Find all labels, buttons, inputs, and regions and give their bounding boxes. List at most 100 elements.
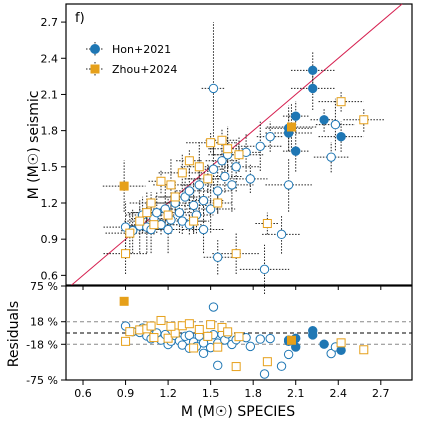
legend-hon-label: Hon+2021 — [112, 43, 171, 56]
residual-point-hon — [184, 330, 195, 341]
data-point-hon — [326, 152, 336, 162]
residual-point-zhou — [359, 345, 369, 355]
data-point-hon — [231, 162, 241, 172]
x-axis-label: M (M☉) SPECIES — [181, 404, 295, 420]
legend-zhou-label: Zhou+2024 — [112, 63, 177, 76]
y-tick-label-top: 2.7 — [41, 16, 59, 29]
data-point-zhou — [156, 176, 166, 186]
x-tick-label: 2.7 — [372, 387, 390, 400]
residual-point-hon — [283, 349, 294, 360]
legend-zhou-marker — [90, 64, 100, 74]
data-point-zhou — [121, 249, 131, 259]
residual-point-hon — [319, 339, 329, 349]
residual-point-hon — [255, 334, 265, 344]
residual-point-hon — [213, 360, 223, 371]
residual-point-zhou — [184, 319, 194, 329]
y-tick-label-bottom: -75 % — [26, 374, 58, 387]
data-point-zhou — [142, 208, 152, 218]
data-point-zhou — [286, 122, 296, 132]
residual-point-zhou — [286, 335, 296, 345]
residual-point-zhou — [166, 321, 176, 331]
data-point-hon — [152, 207, 162, 218]
residual-point-hon — [276, 361, 287, 371]
data-point-hon — [319, 115, 329, 125]
data-point-hon — [208, 83, 219, 94]
data-point-zhou — [194, 162, 204, 172]
data-point-hon — [308, 65, 318, 76]
x-tick-label: 1.2 — [159, 387, 177, 400]
data-point-hon — [291, 111, 301, 121]
data-point-hon — [184, 186, 195, 196]
y-tick-label-bottom: 75 % — [30, 280, 58, 293]
data-point-zhou — [125, 228, 135, 238]
residual-point-zhou — [234, 332, 244, 342]
residual-point-zhou — [156, 315, 166, 325]
residual-point-zhou — [206, 320, 216, 330]
data-point-hon — [213, 252, 223, 262]
data-point-zhou — [189, 216, 199, 226]
data-point-zhou — [359, 115, 369, 125]
residual-point-zhou — [231, 362, 241, 372]
residual-point-hon — [336, 345, 346, 356]
data-point-zhou — [135, 216, 145, 226]
data-point-hon — [205, 204, 216, 214]
data-point-hon — [330, 119, 341, 130]
residual-point-zhou — [125, 327, 135, 337]
y-tick-label-bottom: -18 % — [26, 338, 58, 351]
data-point-zhou — [166, 180, 176, 190]
x-tick-label: 0.9 — [117, 387, 135, 400]
data-point-zhou — [149, 220, 159, 230]
data-point-hon — [220, 171, 230, 182]
residual-point-hon — [208, 302, 219, 312]
data-point-zhou — [203, 174, 213, 184]
data-point-hon — [336, 131, 346, 142]
data-point-zhou — [163, 210, 173, 220]
y-tick-label-bottom: 18 % — [30, 316, 58, 329]
one-to-one-line — [71, 3, 403, 286]
residual-point-zhou — [203, 331, 213, 341]
x-tick-label: 1.5 — [202, 387, 220, 400]
residual-point-zhou — [223, 327, 233, 337]
x-tick-label: 1.8 — [244, 387, 262, 400]
data-point-hon — [255, 141, 265, 152]
y-tick-label-top: 2.1 — [41, 88, 59, 101]
data-point-hon — [217, 156, 227, 166]
data-point-zhou — [223, 144, 233, 154]
residual-point-hon — [245, 341, 256, 352]
y-tick-label-top: 0.6 — [41, 269, 59, 282]
data-point-hon — [283, 180, 294, 190]
residual-point-zhou — [336, 338, 346, 348]
x-tick-label: 2.1 — [287, 387, 305, 400]
data-point-hon — [265, 131, 275, 142]
residual-point-hon — [198, 348, 209, 359]
data-point-hon — [188, 200, 199, 211]
data-point-zhou — [234, 150, 244, 160]
data-point-hon — [194, 180, 204, 190]
residual-point-hon — [326, 348, 336, 359]
data-point-zhou — [184, 156, 194, 166]
y-tick-label-top: 1.2 — [41, 197, 59, 210]
legend-hon-marker — [90, 44, 100, 54]
y-axis-label-bottom: Residuals — [6, 301, 22, 367]
data-point-zhou — [231, 249, 241, 259]
data-point-zhou — [177, 168, 187, 178]
residual-point-zhou — [189, 343, 199, 353]
data-point-hon — [174, 207, 185, 218]
residual-point-zhou — [194, 324, 204, 334]
residual-point-zhou — [146, 321, 156, 331]
data-point-hon — [213, 186, 223, 196]
x-tick-label: 0.6 — [74, 387, 92, 400]
data-point-zhou — [146, 198, 156, 208]
panel-label: f) — [75, 11, 85, 26]
y-tick-label-top: 1.8 — [41, 125, 59, 138]
data-point-zhou — [119, 181, 129, 191]
data-point-hon — [245, 174, 256, 184]
data-point-hon — [227, 180, 237, 190]
top-plot-frame — [65, 3, 413, 286]
legend: Hon+2021 Zhou+2024 — [86, 42, 177, 76]
residual-point-zhou — [119, 296, 129, 306]
y-axis-label-top: M (M☉) seismic — [26, 91, 42, 200]
residual-point-zhou — [213, 342, 223, 352]
